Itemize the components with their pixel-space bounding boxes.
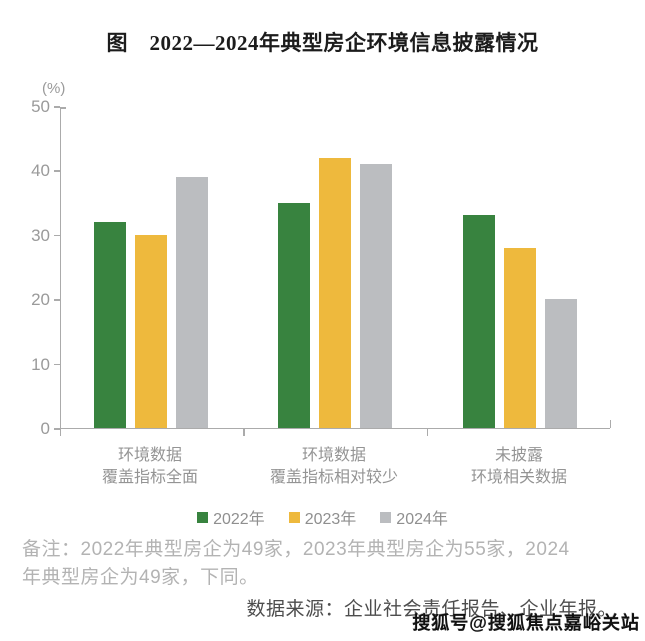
y-tick-label-50: 50	[31, 97, 50, 116]
bar-series2-group2	[319, 157, 351, 428]
chart-title: 图 2022—2024年典型房企环境信息披露情况	[106, 31, 539, 55]
y-tick-label-20: 20	[31, 290, 50, 310]
x-category-label-2: 环境数据 覆盖指标相对较少	[269, 447, 398, 486]
legend-swatch-icon	[380, 511, 392, 523]
data-source: 数据来源：企业社会责任报告、企业年报。	[246, 599, 617, 620]
legend-swatch-icon	[288, 511, 300, 523]
bar-series1-group3	[463, 215, 495, 428]
x-category-label-1: 环境数据 覆盖指标全面	[101, 447, 198, 486]
y-tick-label-0: 0	[40, 419, 50, 438]
legend-swatch-icon	[197, 511, 209, 523]
y-tick-mark-50	[54, 106, 60, 108]
footnote-line-2: 年典型房企为49家，下同。	[22, 567, 259, 588]
legend-label: 2024年	[396, 511, 448, 528]
y-tick-mark-40	[54, 170, 60, 172]
legend: 2022年 2023年 2024年	[0, 505, 645, 529]
legend-item-2: 2023年	[288, 505, 357, 529]
x-tick-mark-1	[243, 428, 245, 436]
legend-label: 2022年	[213, 511, 265, 528]
x-category-label-3: 未披露 环境相关数据	[470, 447, 567, 486]
legend-item-1: 2022年	[197, 505, 265, 529]
x-tick-mark-2	[426, 428, 429, 436]
y-axis-top-cap	[60, 107, 66, 109]
plot-area	[59, 107, 611, 436]
y-tick-label-10: 10	[31, 354, 50, 374]
y-tick-mark-30	[54, 234, 60, 237]
watermark: 搜狐号@搜狐焦点嘉峪关站	[412, 613, 640, 633]
y-tick-mark-0	[54, 428, 60, 430]
legend-item-3: 2024年	[380, 505, 448, 529]
y-tick-label-30: 30	[31, 225, 50, 245]
y-tick-mark-20	[54, 299, 60, 301]
footnote-line-1: 备注：2022年典型房企为49家，2023年典型房企为55家，2024	[22, 539, 570, 560]
bar-series1-group2	[278, 202, 310, 428]
y-tick-mark-10	[54, 363, 60, 366]
bar-series1-group1	[94, 221, 126, 428]
bar-series3-group2	[360, 163, 392, 428]
y-axis-unit-label: (%)	[42, 80, 66, 97]
legend-label: 2023年	[304, 511, 357, 528]
footnote: 备注：2022年典型房企为49家，2023年典型房企为55家，2024 年典型房…	[22, 536, 627, 592]
bar-series3-group3	[545, 299, 577, 428]
x-axis-end-cap	[609, 420, 611, 428]
y-tick-label-40: 40	[31, 161, 50, 181]
x-axis-origin-tick	[59, 428, 61, 436]
bar-series3-group1	[176, 176, 208, 428]
bar-series2-group1	[135, 234, 167, 428]
bar-series2-group3	[504, 247, 536, 428]
